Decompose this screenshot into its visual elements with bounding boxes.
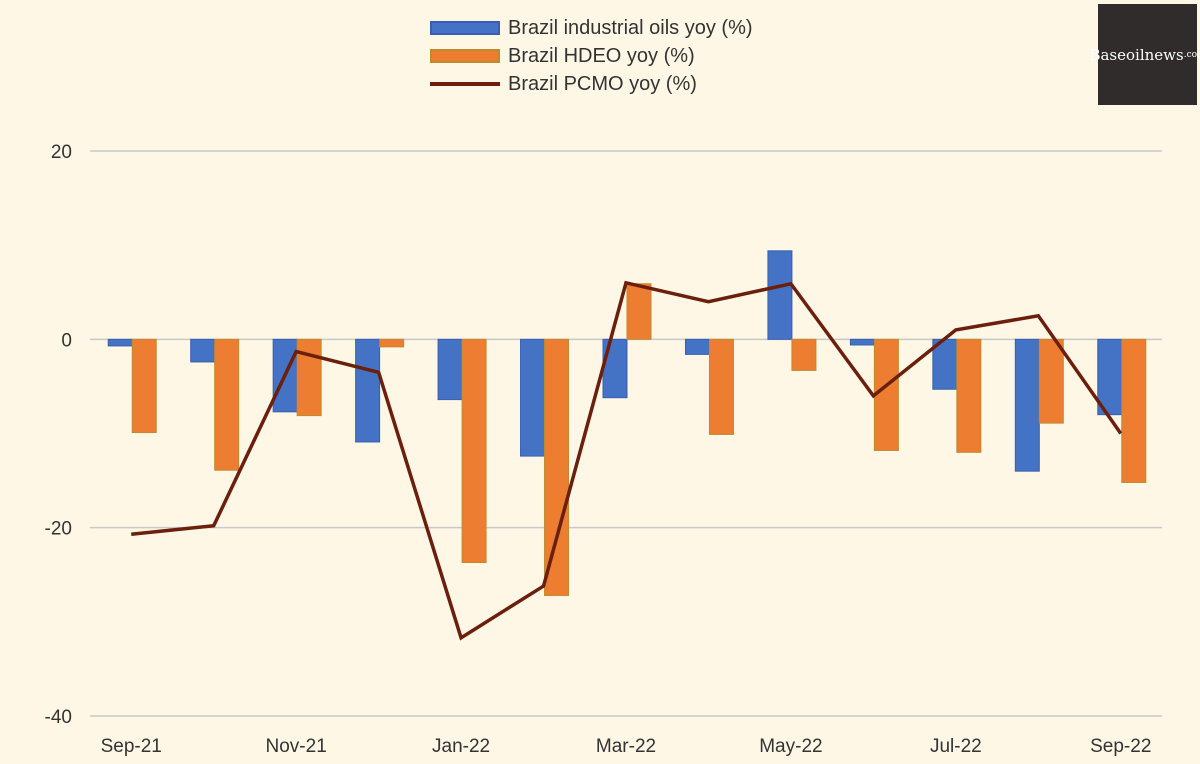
bar-hdeo-Aug-22	[1038, 338, 1064, 424]
legend-label-industrial: Brazil industrial oils yoy (%)	[508, 16, 753, 39]
legend-swatch-pcmo	[430, 82, 500, 86]
bar-hdeo-Apr-22	[708, 338, 734, 435]
line-pcmo	[131, 280, 1123, 641]
bar-hdeo-Feb-22	[544, 338, 570, 596]
legend-item-pcmo: Brazil PCMO yoy (%)	[430, 70, 753, 98]
bar-hdeo-May-22	[791, 338, 817, 371]
x-tick-label: Jan-22	[432, 736, 490, 757]
baseoilnews-logo: Baseoilnews.com	[1089, 4, 1200, 105]
bar-industrial-Jan-22	[437, 338, 463, 401]
y-tick-label: -20	[45, 519, 72, 540]
x-tick-label: Nov-21	[266, 736, 327, 757]
x-tick-label: Sep-21	[101, 736, 162, 757]
bar-industrial-Sep-22	[1097, 338, 1123, 416]
bar-industrial-Sep-21	[107, 338, 133, 347]
y-tick-label: -40	[45, 707, 72, 728]
legend: Brazil industrial oils yoy (%) Brazil HD…	[430, 14, 753, 98]
bar-hdeo-Mar-22	[626, 283, 652, 340]
legend-swatch-industrial	[430, 21, 500, 35]
bar-hdeo-Nov-21	[296, 338, 322, 417]
bar-hdeo-Oct-21	[214, 338, 240, 471]
legend-label-hdeo: Brazil HDEO yoy (%)	[508, 44, 695, 67]
x-tick-label: Sep-22	[1090, 736, 1151, 757]
bar-hdeo-Dec-21	[379, 338, 405, 348]
bar-hdeo-Sep-22	[1121, 338, 1147, 483]
bar-industrial-Oct-21	[190, 338, 216, 363]
bar-hdeo-Jan-22	[461, 338, 487, 564]
legend-item-industrial: Brazil industrial oils yoy (%)	[430, 14, 753, 42]
bar-industrial-May-22	[767, 250, 793, 340]
legend-label-pcmo: Brazil PCMO yoy (%)	[508, 72, 697, 95]
bar-industrial-Apr-22	[684, 338, 710, 355]
y-tick-label: 20	[51, 142, 72, 163]
x-tick-label: Jul-22	[930, 736, 982, 757]
bar-industrial-Jun-22	[849, 338, 875, 346]
bar-industrial-Feb-22	[520, 338, 546, 457]
legend-item-hdeo: Brazil HDEO yoy (%)	[430, 42, 753, 70]
x-tick-label: May-22	[759, 736, 822, 757]
bar-industrial-Dec-21	[355, 338, 381, 443]
bar-hdeo-Sep-21	[131, 338, 157, 434]
bar-hdeo-Jun-22	[873, 338, 899, 451]
bar-hdeo-Jul-22	[956, 338, 982, 453]
y-tick-label: 0	[61, 330, 72, 351]
legend-swatch-hdeo	[430, 49, 500, 63]
x-tick-label: Mar-22	[596, 736, 656, 757]
bar-industrial-Aug-22	[1014, 338, 1040, 472]
